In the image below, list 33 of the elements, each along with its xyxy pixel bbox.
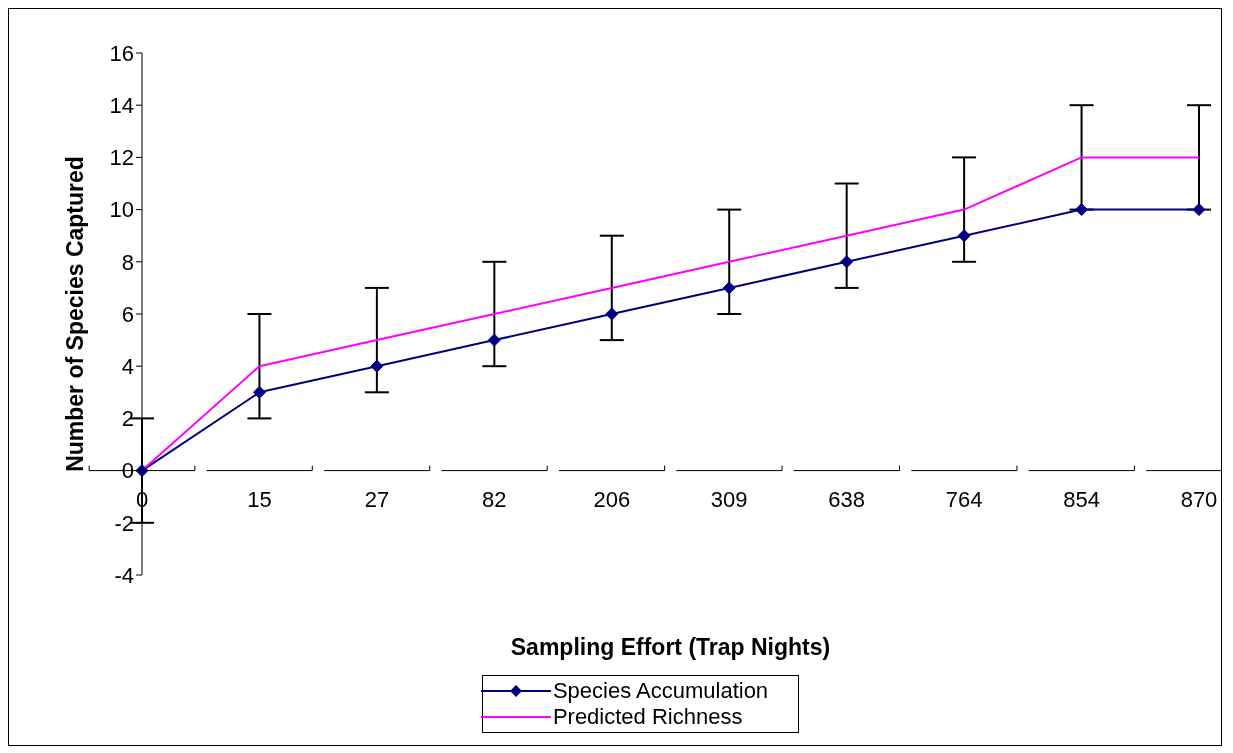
point — [722, 281, 736, 295]
x-tick-label: 15 — [247, 486, 272, 512]
y-tick-label: 14 — [109, 93, 134, 119]
legend-label: Species Accumulation — [552, 678, 769, 704]
point — [605, 307, 619, 321]
x-tick-label: 870 — [1180, 486, 1218, 512]
x-tick-label: 27 — [364, 486, 390, 512]
legend-label: Predicted Richness — [552, 704, 743, 730]
point — [135, 464, 149, 478]
x-tick-label: 206 — [593, 486, 631, 512]
point — [957, 229, 971, 243]
x-tick-label: 854 — [1063, 486, 1100, 512]
x-axis-title: Sampling Effort (Trap Nights) — [510, 634, 831, 660]
x-tick-label: 638 — [828, 486, 866, 512]
y-tick-label: -2 — [114, 510, 134, 536]
y-tick-label: 6 — [121, 301, 134, 327]
point — [487, 333, 501, 347]
y-tick-label: 10 — [109, 197, 134, 223]
point — [1192, 203, 1206, 217]
x-tick-label: 82 — [482, 486, 507, 512]
point — [252, 385, 266, 399]
point — [840, 255, 854, 269]
x-tick-label: 309 — [710, 486, 748, 512]
y-tick-label: 16 — [109, 40, 134, 66]
point — [1075, 203, 1089, 217]
point — [370, 359, 384, 373]
y-tick-label: 4 — [121, 354, 134, 380]
y-tick-label: -4 — [114, 562, 134, 588]
y-tick-label: 8 — [121, 249, 134, 275]
y-tick-label: 12 — [109, 145, 134, 171]
y-tick-label: 2 — [121, 406, 134, 432]
y-axis-title: Number of Species Captured — [62, 156, 89, 472]
x-tick-label: 764 — [945, 486, 983, 512]
